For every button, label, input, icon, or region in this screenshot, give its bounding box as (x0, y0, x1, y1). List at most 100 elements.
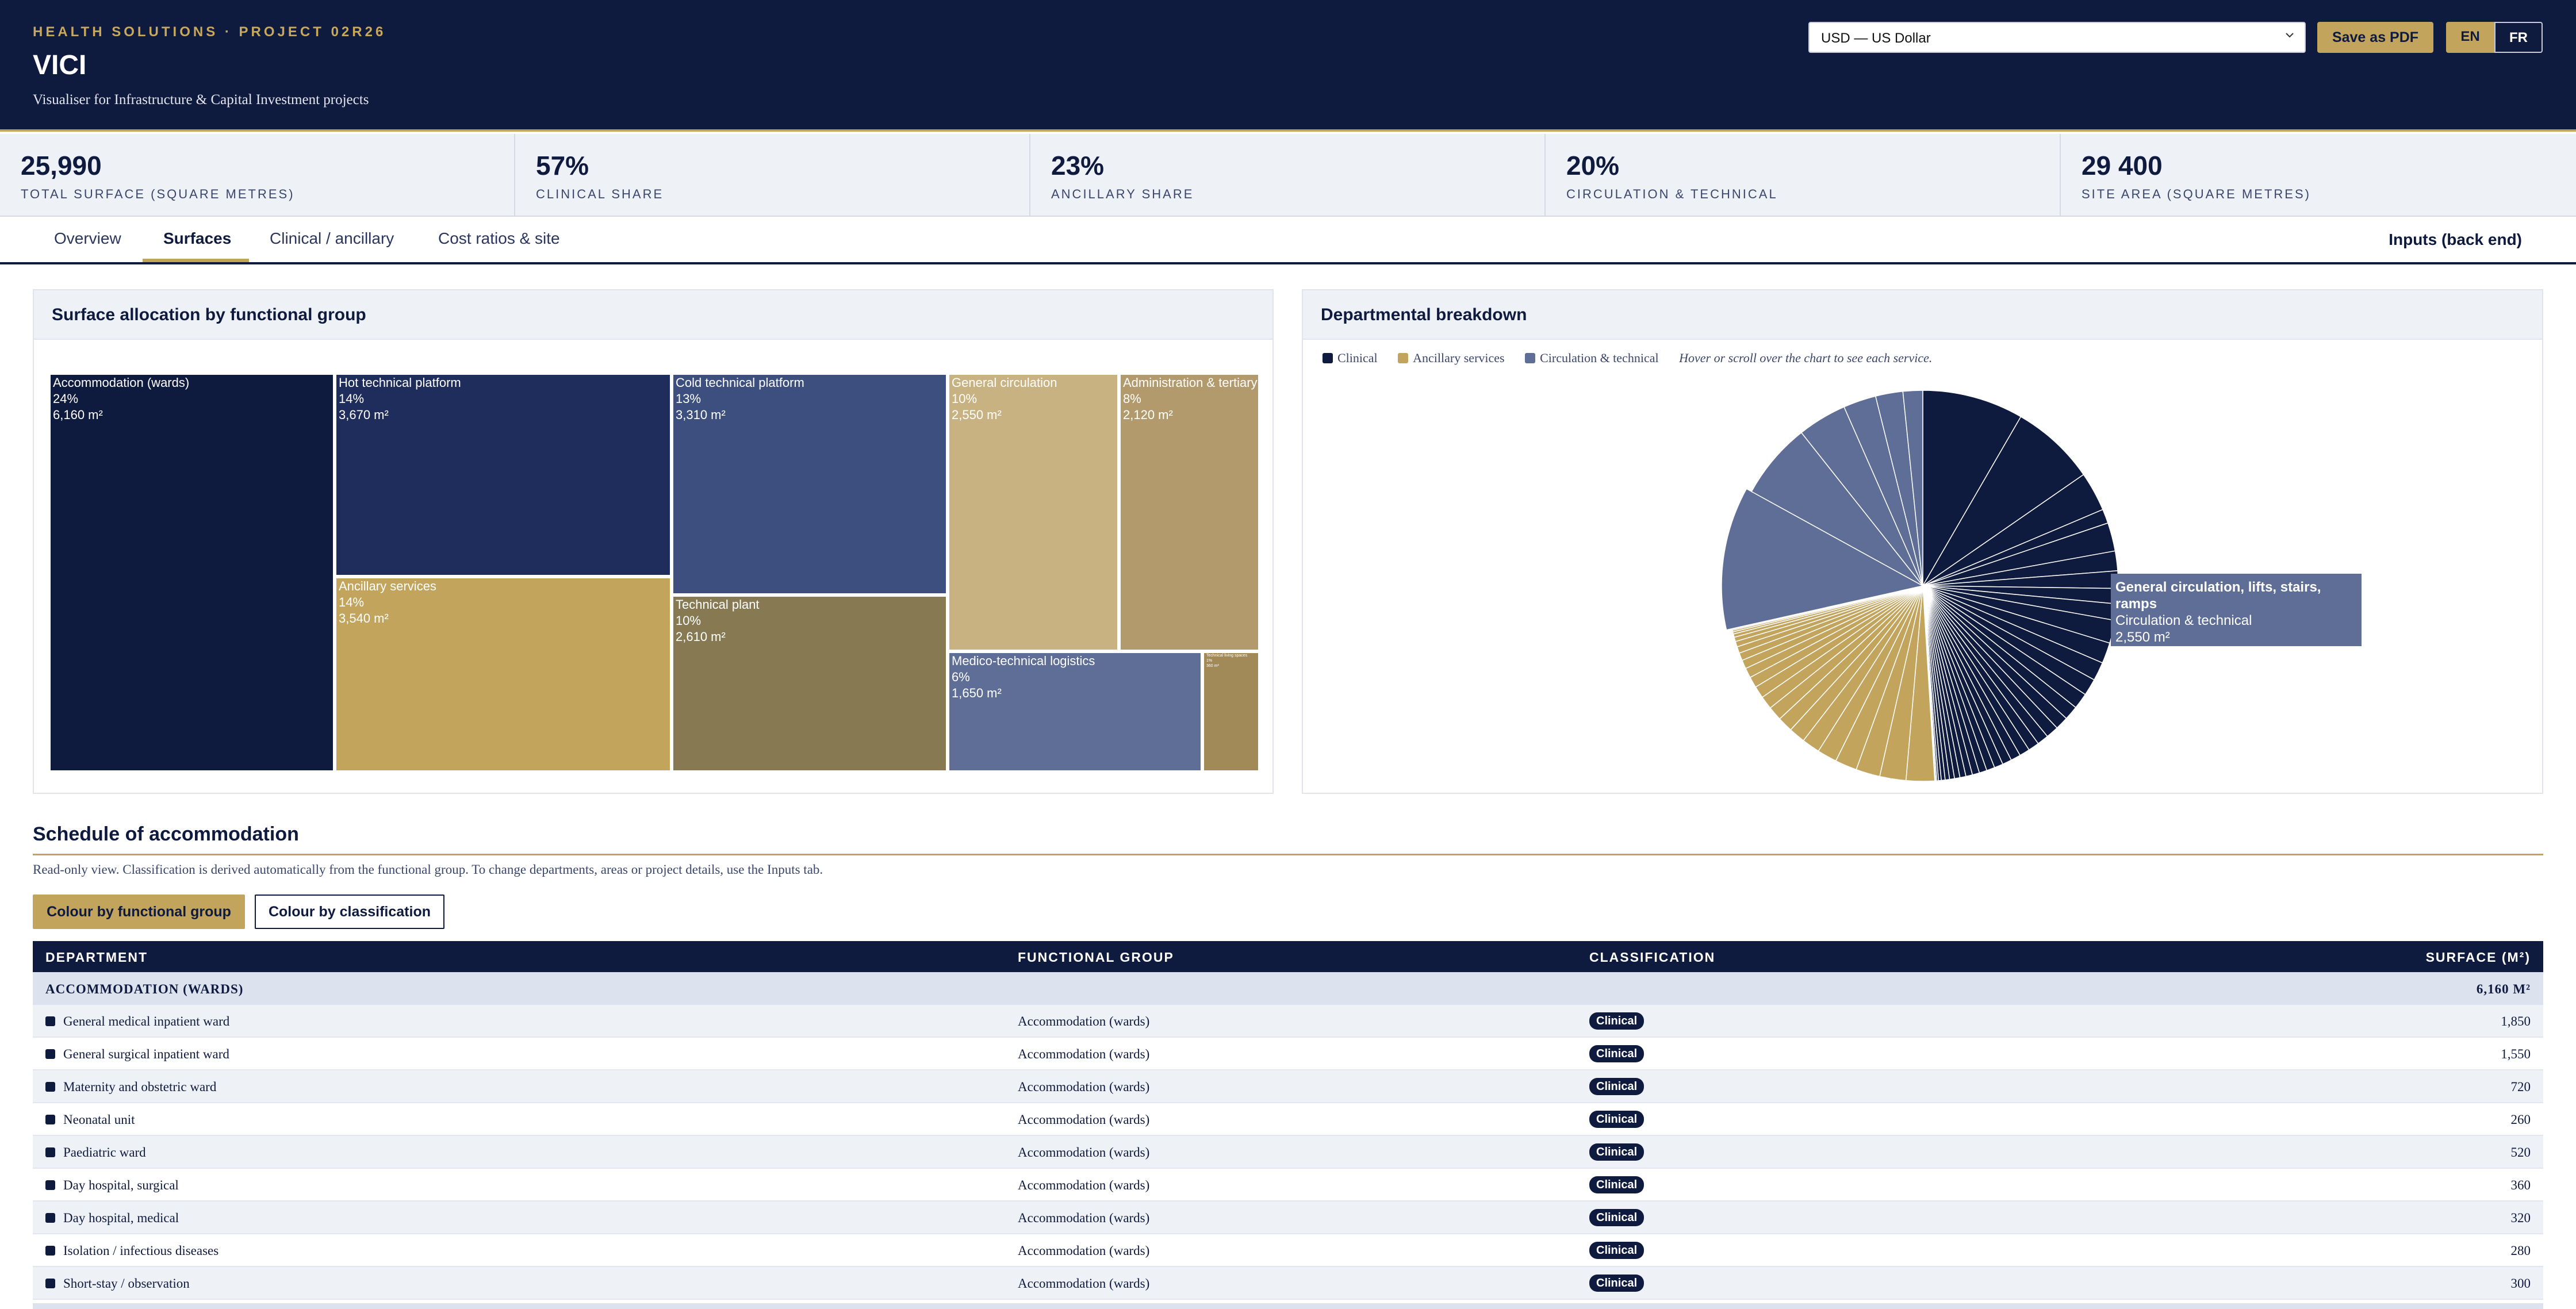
app-title: VICI (33, 50, 87, 80)
schedule-divider (33, 854, 2543, 855)
pie-slice[interactable] (1922, 390, 2022, 588)
column-header-classification[interactable]: CLASSIFICATION (1589, 950, 1716, 965)
treemap-tile-administration[interactable]: Administration & tertiary 8% 2,120 m² (1119, 373, 1260, 651)
group-name: ACCOMMODATION (WARDS) (45, 982, 244, 996)
tile-name: Medico-technical logistics (952, 654, 1095, 668)
kpi-value: 25,990 (21, 151, 102, 181)
treemap-tile-technical-plant[interactable]: Technical plant 10% 2,610 m² (672, 595, 948, 772)
table-row[interactable]: General surgical inpatient ward Accommoda… (33, 1038, 2543, 1070)
table-row[interactable]: Short-stay / observation Accommodation (w… (33, 1267, 2543, 1300)
legend-swatch (1525, 353, 1536, 363)
group-colour-swatch (45, 1016, 55, 1026)
group-colour-swatch (45, 1246, 55, 1256)
treemap-tile-medico-technical[interactable]: Medico-technical logistics 6% 1,650 m² (948, 651, 1202, 772)
colour-by-classification-button[interactable]: Colour by classification (255, 895, 444, 929)
treemap-tile-hot-technical[interactable]: Hot technical platform 14% 3,670 m² (335, 373, 672, 577)
table-group-row[interactable]: ACCOMMODATION (WARDS) 6,160 M² (33, 972, 2543, 1005)
treemap-panel: Surface allocation by functional group A… (33, 289, 1274, 794)
save-pdf-button[interactable]: Save as PDF (2317, 22, 2433, 53)
column-header-surface[interactable]: SURFACE (M²) (2425, 950, 2531, 965)
tab-surfaces[interactable]: Surfaces (163, 229, 232, 247)
currency-select[interactable]: USD — US Dollar (1808, 22, 2306, 53)
treemap-tile-general-circulation[interactable]: General circulation 10% 2,550 m² (948, 373, 1119, 651)
pie-slice[interactable] (1751, 432, 1923, 586)
table-row[interactable]: Paediatric ward Accommodation (wards) Clin… (33, 1136, 2543, 1169)
tile-area: 6,160 m² (53, 408, 103, 422)
tile-percent: 1% (1206, 659, 1213, 663)
active-tab-indicator (143, 259, 249, 262)
pie-slice[interactable] (1902, 390, 1923, 586)
legend-item-ancillary[interactable]: Ancillary services (1398, 351, 1505, 366)
tile-percent: 10% (676, 613, 702, 628)
pie-slice[interactable] (1721, 488, 1925, 631)
breakdown-panel: Departmental breakdown Clinical Ancillar… (1302, 289, 2543, 794)
chevron-down-icon (2286, 33, 2294, 38)
tile-percent: 24% (53, 391, 79, 406)
group-colour-swatch (45, 1115, 55, 1124)
legend-item-clinical[interactable]: Clinical (1322, 351, 1378, 366)
breakdown-title: Departmental breakdown (1321, 305, 1527, 324)
treemap-tile-technical-living[interactable]: Technical living spaces 1% 360 m² (1202, 651, 1260, 772)
lang-fr-button[interactable]: FR (2494, 22, 2543, 53)
classification-badge: Clinical (1589, 1176, 1644, 1193)
table-row[interactable]: Maternity and obstetric ward Accommodatio… (33, 1070, 2543, 1103)
functional-group: Accommodation (wards) (1018, 1112, 1150, 1127)
table-row[interactable]: Day hospital, medical Accommodation (ward… (33, 1201, 2543, 1234)
column-header-department[interactable]: DEPARTMENT (45, 950, 148, 965)
legend-item-circulation[interactable]: Circulation & technical (1525, 351, 1659, 366)
column-header-functional-group[interactable]: FUNCTIONAL GROUP (1018, 950, 1174, 965)
colour-by-functional-group-button[interactable]: Colour by functional group (33, 895, 245, 929)
classification-badge: Clinical (1589, 1012, 1644, 1030)
pie-slice[interactable] (1922, 416, 2084, 586)
table-row[interactable]: Isolation / infectious diseases Accommoda… (33, 1234, 2543, 1267)
tile-area: 3,540 m² (339, 611, 389, 625)
currency-value: USD — US Dollar (1821, 30, 1931, 46)
group-colour-swatch (45, 1049, 55, 1059)
pie-chart[interactable] (1303, 290, 2544, 795)
surface-value: 320 (2510, 1211, 2531, 1225)
kpi-label: CLINICAL SHARE (536, 187, 664, 201)
department-name: Isolation / infectious diseases (63, 1243, 219, 1258)
department-name: Day hospital, surgical (63, 1178, 179, 1192)
schedule-note: Read-only view. Classification is derive… (33, 862, 823, 877)
department-name: Short-stay / observation (63, 1276, 190, 1291)
treemap-tile-accommodation[interactable]: Accommodation (wards) 24% 6,160 m² (49, 373, 335, 772)
table-row[interactable]: Neonatal unit Accommodation (wards) Clinic… (33, 1103, 2543, 1136)
functional-group: Accommodation (wards) (1018, 1243, 1150, 1258)
tile-name: Cold technical platform (676, 375, 804, 390)
department-name: General medical inpatient ward (63, 1014, 230, 1028)
tab-overview[interactable]: Overview (54, 229, 121, 247)
tab-inputs[interactable]: Inputs (back end) (2389, 231, 2522, 248)
functional-group: Accommodation (wards) (1018, 1080, 1150, 1094)
lang-en-button[interactable]: EN (2446, 22, 2494, 53)
chart-hint: Hover or scroll over the chart to see ea… (1679, 351, 1933, 365)
functional-group: Accommodation (wards) (1018, 1014, 1150, 1028)
tab-clinical-ancillary[interactable]: Clinical / ancillary (270, 229, 394, 247)
functional-group: Accommodation (wards) (1018, 1145, 1150, 1160)
table-header: DEPARTMENT FUNCTIONAL GROUP CLASSIFICATI… (33, 941, 2543, 972)
tile-percent: 6% (952, 670, 970, 684)
app-header: HEALTH SOLUTIONS · PROJECT 02R26 VICI Vi… (0, 0, 2576, 132)
panel-header: Departmental breakdown (1303, 290, 2542, 340)
group-total: 6,160 M² (2476, 982, 2531, 996)
next-group-row (33, 1303, 2543, 1309)
tooltip-percent: 9.81% (2115, 646, 2155, 662)
tab-cost-ratios-site[interactable]: Cost ratios & site (438, 229, 560, 247)
tile-area: 360 m² (1206, 664, 1219, 668)
department-name: Maternity and obstetric ward (63, 1080, 217, 1094)
department-name: Paediatric ward (63, 1145, 146, 1160)
tile-name: General circulation (952, 375, 1057, 390)
classification-badge: Clinical (1589, 1242, 1644, 1259)
surface-value: 260 (2510, 1112, 2531, 1127)
treemap-tile-cold-technical[interactable]: Cold technical platform 13% 3,310 m² (672, 373, 948, 595)
tab-bar: Overview Surfaces Clinical / ancillary C… (0, 217, 2576, 264)
tile-name: Ancillary services (339, 579, 436, 593)
treemap-tile-ancillary[interactable]: Ancillary services 14% 3,540 m² (335, 577, 672, 772)
kpi-ancillary-share: 23% ANCILLARY SHARE (1030, 134, 1546, 217)
functional-group: Accommodation (wards) (1018, 1276, 1150, 1291)
table-row[interactable]: General medical inpatient ward Accommodat… (33, 1005, 2543, 1038)
table-row[interactable]: Day hospital, surgical Accommodation (war… (33, 1169, 2543, 1201)
tile-area: 2,550 m² (952, 408, 1002, 422)
department-name: General surgical inpatient ward (63, 1047, 229, 1061)
functional-group: Accommodation (wards) (1018, 1211, 1150, 1225)
